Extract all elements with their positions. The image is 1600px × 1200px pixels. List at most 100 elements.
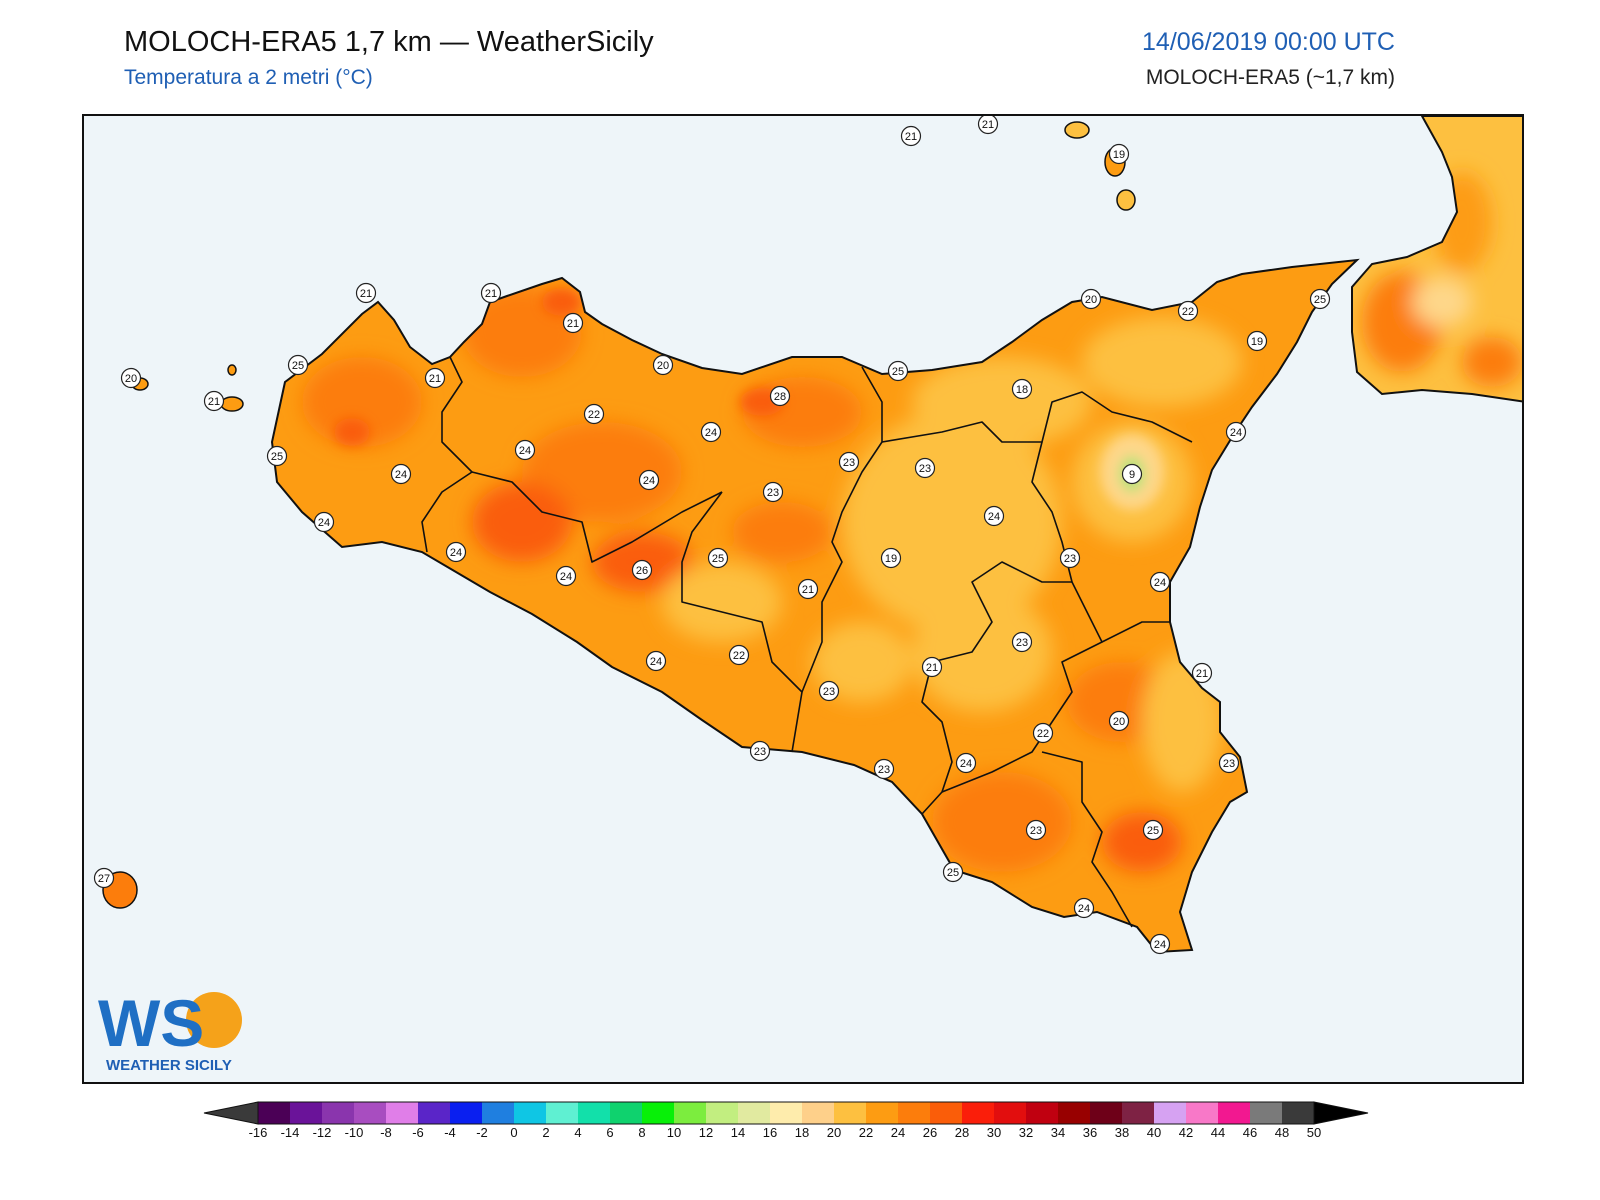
- station-label: 23: [838, 451, 860, 473]
- colorbar-cell: [258, 1102, 291, 1124]
- station-marker: [555, 565, 577, 587]
- colorbar-tick: 14: [731, 1125, 745, 1140]
- station-value: 23: [1030, 825, 1042, 837]
- colorbar-tick: 2: [542, 1125, 549, 1140]
- station-value: 21: [802, 584, 814, 596]
- station-label: 20: [1080, 288, 1102, 310]
- station-marker: [921, 656, 943, 678]
- station-value: 19: [1251, 336, 1263, 348]
- station-marker: [1025, 819, 1047, 841]
- colorbar-tick: 38: [1115, 1125, 1129, 1140]
- station-value: 24: [650, 656, 662, 668]
- station-value: 18: [1016, 384, 1028, 396]
- colorbar-over-arrow: [1313, 1101, 1369, 1125]
- station-label: 23: [914, 457, 936, 479]
- colorbar-cell: [1250, 1102, 1283, 1124]
- station-value: 21: [905, 131, 917, 143]
- colorbar-tick: -4: [444, 1125, 456, 1140]
- colorbar-tick: 18: [795, 1125, 809, 1140]
- colorbar-tick: 12: [699, 1125, 713, 1140]
- station-label: 24: [955, 752, 977, 774]
- station-marker: [728, 644, 750, 666]
- station-label: 24: [445, 541, 467, 563]
- station-marker: [1246, 330, 1268, 352]
- station-label: 19: [1108, 143, 1130, 165]
- colorbar-tick: 4: [574, 1125, 581, 1140]
- colorbar-tick: 50: [1307, 1125, 1321, 1140]
- colorbar-tick: 32: [1019, 1125, 1033, 1140]
- station-value: 23: [1223, 758, 1235, 770]
- forecast-datetime: 14/06/2019 00:00 UTC: [1142, 28, 1395, 56]
- station-label: 24: [1149, 571, 1171, 593]
- station-marker: [287, 354, 309, 376]
- station-label: 21: [977, 116, 999, 135]
- station-label: 20: [1108, 710, 1130, 732]
- station-marker: [1011, 631, 1033, 653]
- station-label: 24: [313, 511, 335, 533]
- colorbar-tick: 8: [638, 1125, 645, 1140]
- station-label: 22: [728, 644, 750, 666]
- station-marker: [652, 354, 674, 376]
- station-label: 25: [707, 547, 729, 569]
- station-label: 19: [880, 547, 902, 569]
- colorbar-cell: [610, 1102, 643, 1124]
- station-marker: [562, 312, 584, 334]
- station-value: 23: [754, 746, 766, 758]
- station-label: 23: [749, 740, 771, 762]
- colorbar-tick: -2: [476, 1125, 488, 1140]
- colorbar-tick: 42: [1179, 1125, 1193, 1140]
- station-marker: [1011, 378, 1033, 400]
- station-label: 25: [287, 354, 309, 376]
- colorbar-cell: [930, 1102, 963, 1124]
- station-value: 21: [485, 288, 497, 300]
- map-canvas: 21 21 19 21 21 21 20 22 25 20 21 25 21 20 25 19 18 28 22 24…: [84, 116, 1522, 1082]
- station-marker: [1149, 933, 1171, 955]
- station-marker: [1149, 571, 1171, 593]
- station-marker: [1191, 662, 1213, 684]
- station-value: 20: [125, 373, 137, 385]
- station-value: 21: [1196, 668, 1208, 680]
- colorbar-cell: [482, 1102, 515, 1124]
- station-value: 22: [588, 409, 600, 421]
- station-value: 21: [208, 396, 220, 408]
- station-label: 23: [1011, 631, 1033, 653]
- station-label: 21: [424, 367, 446, 389]
- station-value: 25: [712, 553, 724, 565]
- colorbar-tick: 34: [1051, 1125, 1065, 1140]
- station-marker: [983, 505, 1005, 527]
- station-label: 21: [203, 390, 225, 412]
- station-value: 27: [98, 873, 110, 885]
- station-label: 18: [1011, 378, 1033, 400]
- station-value: 24: [988, 511, 1000, 523]
- colorbar-tick: 24: [891, 1125, 905, 1140]
- colorbar-cell: [450, 1102, 483, 1124]
- station-marker: [480, 282, 502, 304]
- colorbar-tick: 0: [510, 1125, 517, 1140]
- station-label: 21: [355, 282, 377, 304]
- station-marker: [900, 125, 922, 147]
- colorbar-cell: [1026, 1102, 1059, 1124]
- station-label: 24: [1073, 897, 1095, 919]
- weather-sicily-logo: WS WEATHER SICILY: [96, 982, 256, 1074]
- station-value: 24: [395, 469, 407, 481]
- colorbar-cell: [738, 1102, 771, 1124]
- colorbar-cell: [802, 1102, 835, 1124]
- station-value: 23: [843, 457, 855, 469]
- station-label: 24: [390, 463, 412, 485]
- station-value: 24: [519, 445, 531, 457]
- station-label: 9: [1121, 463, 1143, 485]
- station-label: 25: [266, 445, 288, 467]
- station-value: 24: [450, 547, 462, 559]
- colorbar-cell: [962, 1102, 995, 1124]
- station-value: 20: [1113, 716, 1125, 728]
- station-marker: [355, 282, 377, 304]
- colorbar-tick: -16: [249, 1125, 268, 1140]
- colorbar-tick: 30: [987, 1125, 1001, 1140]
- station-marker: [1177, 300, 1199, 322]
- station-marker: [887, 360, 909, 382]
- station-marker: [514, 439, 536, 461]
- station-label: 26: [631, 559, 653, 581]
- station-value: 21: [926, 662, 938, 674]
- station-label: 23: [1059, 547, 1081, 569]
- station-marker: [838, 451, 860, 473]
